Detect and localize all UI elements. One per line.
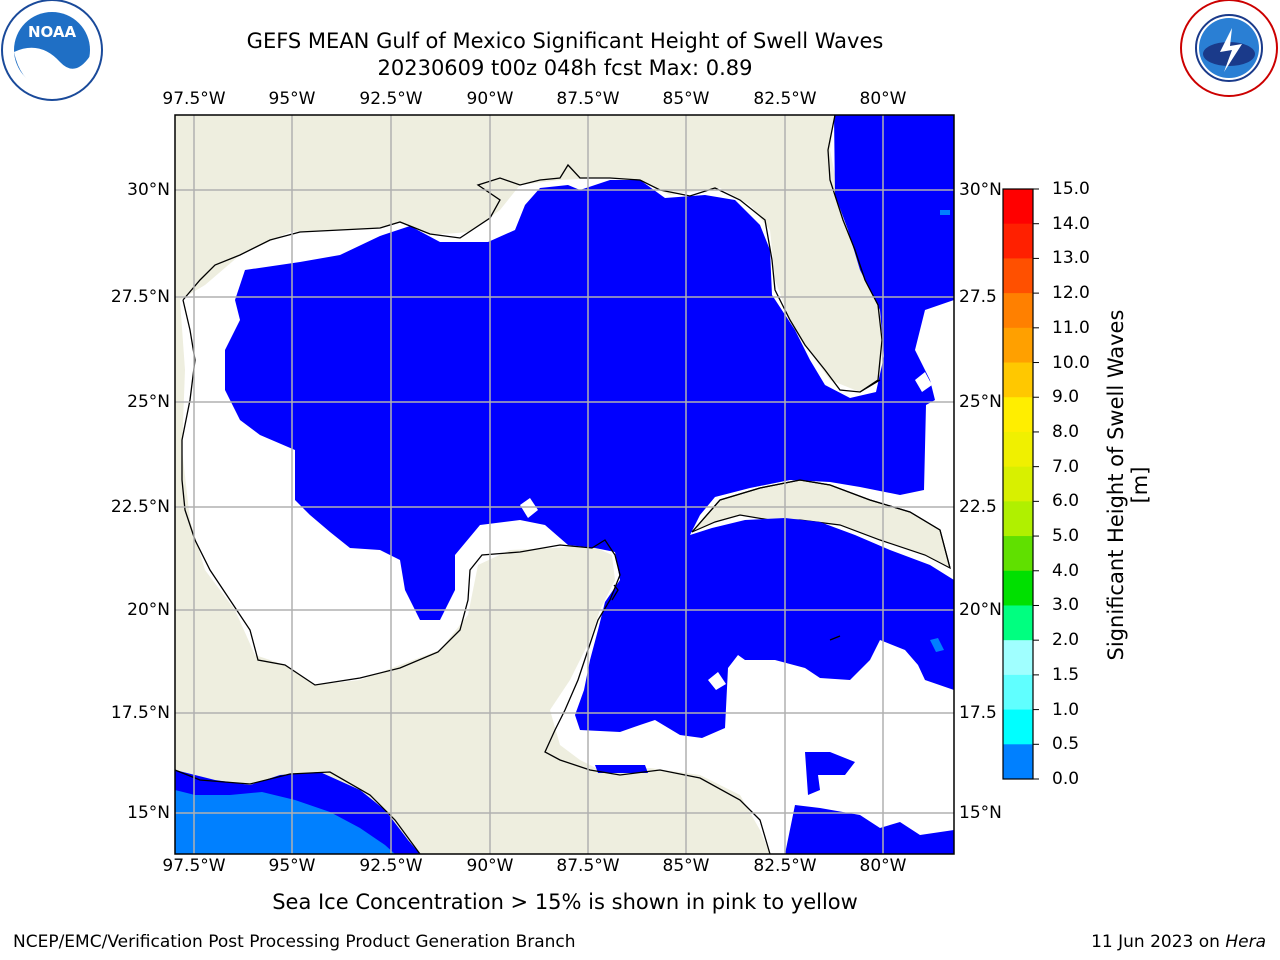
lon-label-bottom: 82.5°W: [753, 856, 817, 876]
lon-label-top: 97.5°W: [162, 89, 226, 109]
lat-label-left: 22.5°N: [110, 497, 170, 517]
colorbar-tick-label: 2.0: [1052, 630, 1080, 651]
footer-credit: NCEP/EMC/Verification Post Processing Pr…: [13, 932, 576, 952]
colorbar-tick-label: 5.0: [1052, 526, 1080, 547]
footer-date-text: 11 Jun 2023 on: [1091, 932, 1226, 952]
colorbar-segment: [1003, 570, 1033, 606]
colorbar-tick-label: 1.0: [1052, 699, 1080, 720]
colorbar-label: Significant Height of Swell Waves [m]: [1104, 309, 1152, 661]
colorbar: [1002, 188, 1039, 780]
lat-label-right: 20°N: [959, 600, 1002, 620]
lon-label-bottom: 92.5°W: [359, 856, 423, 876]
colorbar-tick-label: 13.0: [1052, 248, 1090, 269]
colorbar-tick-label: 1.5: [1052, 664, 1080, 685]
lon-label-top: 85°W: [662, 89, 710, 109]
colorbar-segment: [1003, 258, 1033, 294]
colorbar-tick-label: 9.0: [1052, 387, 1080, 408]
lat-label-left: 17.5°N: [110, 703, 170, 723]
colorbar-segment: [1003, 744, 1033, 780]
colorbar-tick-label: 6.0: [1052, 491, 1080, 512]
colorbar-tick-label: 8.0: [1052, 421, 1080, 442]
lat-label-left: 27.5°N: [110, 287, 170, 307]
sea-ice-note: Sea Ice Concentration > 15% is shown in …: [272, 890, 858, 914]
colorbar-segment: [1003, 466, 1033, 502]
colorbar-segment: [1003, 709, 1033, 745]
lon-label-bottom: 80°W: [859, 856, 907, 876]
lat-label-right: 25°N: [959, 392, 1002, 412]
colorbar-segment: [1003, 223, 1033, 259]
colorbar-segment: [1003, 605, 1033, 641]
colorbar-tick-label: 7.0: [1052, 456, 1080, 477]
colorbar-tick-label: 14.0: [1052, 213, 1090, 234]
colorbar-segment: [1003, 431, 1033, 468]
lat-label-right: 22.5: [959, 497, 997, 517]
lat-label-left: 20°N: [127, 600, 170, 620]
lon-label-top: 92.5°W: [359, 89, 423, 109]
ocean-swell-low: [225, 115, 954, 738]
colorbar-tick-label: 0.5: [1052, 734, 1080, 755]
footer-host: Hera: [1225, 932, 1266, 952]
map-frame: [174, 114, 955, 855]
map-area: [175, 115, 954, 854]
pacific-swell-high: [175, 790, 395, 854]
lon-label-top: 82.5°W: [753, 89, 817, 109]
lat-label-right: 17.5: [959, 703, 997, 723]
footer-date: 11 Jun 2023 on Hera: [1091, 932, 1266, 952]
colorbar-segment: [1003, 327, 1033, 364]
lon-label-top: 90°W: [466, 89, 514, 109]
lon-label-bottom: 90°W: [466, 856, 514, 876]
colorbar-segment: [1003, 536, 1033, 572]
title-line-1: GEFS MEAN Gulf of Mexico Significant Hei…: [246, 29, 884, 53]
lon-label-bottom: 87.5°W: [556, 856, 620, 876]
noaa-logo: NOAA: [1, 0, 103, 101]
lat-label-left: 25°N: [127, 392, 170, 412]
colorbar-segment: [1003, 674, 1033, 711]
lon-label-top: 95°W: [268, 89, 316, 109]
nws-logo: [1180, 0, 1278, 97]
noaa-logo-text: NOAA: [28, 23, 77, 41]
lon-label-bottom: 95°W: [268, 856, 316, 876]
lat-label-left: 15°N: [127, 803, 170, 823]
colorbar-tick-label: 12.0: [1052, 283, 1090, 304]
colorbar-tick-label: 10.0: [1052, 352, 1090, 373]
colorbar-tick-label: 11.0: [1052, 317, 1090, 338]
colorbar-tick-label: 3.0: [1052, 595, 1080, 616]
colorbar-segment: [1003, 189, 1033, 225]
colorbar-tick-label: 15.0: [1052, 179, 1090, 199]
colorbar-segment: [1003, 397, 1033, 433]
lat-label-left: 30°N: [127, 180, 170, 200]
lat-label-right: 27.5: [959, 287, 997, 307]
lat-label-right: 30°N: [959, 180, 1002, 200]
colorbar-segment: [1003, 501, 1033, 537]
colorbar-tick-label: 4.0: [1052, 560, 1080, 581]
lon-label-bottom: 97.5°W: [162, 856, 226, 876]
colorbar-segment: [1003, 293, 1033, 329]
lat-label-right: 15°N: [959, 803, 1002, 823]
title-line-2: 20230609 t00z 048h fcst Max: 0.89: [377, 56, 753, 80]
colorbar-tick-label: 0.0: [1052, 769, 1080, 789]
colorbar-segment: [1003, 362, 1033, 398]
colorbar-segment: [1003, 640, 1033, 676]
lon-label-bottom: 85°W: [662, 856, 710, 876]
gridlines: [175, 115, 954, 854]
lon-label-top: 80°W: [859, 89, 907, 109]
lon-label-top: 87.5°W: [556, 89, 620, 109]
